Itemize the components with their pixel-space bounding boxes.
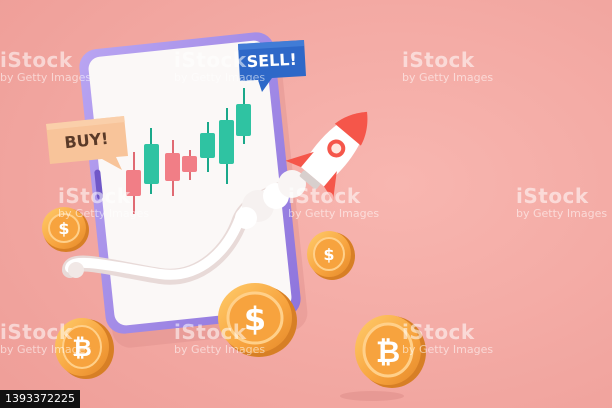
buy-speech-bubble [46, 116, 128, 170]
coin-shadow [340, 391, 404, 401]
candle [200, 122, 215, 172]
svg-text:$: $ [244, 300, 266, 338]
dollar-coin-icon: $ [42, 207, 89, 252]
candle [126, 152, 141, 214]
rocket-icon [285, 111, 368, 201]
image-id-badge: 1393372225 [0, 390, 80, 408]
candle [144, 128, 159, 194]
rocket-smoke-trail [62, 170, 306, 285]
bitcoin-coin-icon: ₿ [355, 315, 426, 388]
candle [165, 140, 180, 196]
sell-speech-bubble [238, 40, 306, 92]
bitcoin-coin-icon: ₿ [55, 318, 114, 379]
phone-side-button [94, 169, 103, 200]
candlestick-chart [126, 88, 251, 214]
sell-label: SELL! [246, 50, 297, 72]
svg-text:₿: ₿ [72, 334, 92, 362]
candle [219, 108, 234, 184]
svg-text:₿: ₿ [376, 335, 400, 370]
candle [236, 88, 251, 144]
svg-text:$: $ [323, 245, 334, 264]
candle [182, 150, 197, 180]
buy-label: BUY! [64, 129, 110, 153]
dollar-coin-icon: $ [218, 283, 297, 357]
svg-text:$: $ [58, 219, 69, 238]
dollar-coin-icon: $ [307, 231, 355, 280]
